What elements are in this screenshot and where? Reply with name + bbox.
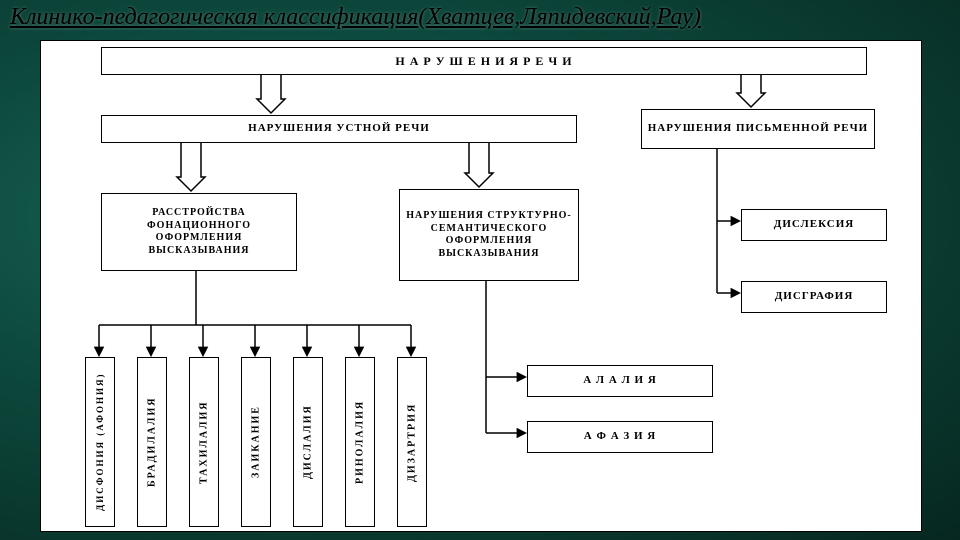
node-root: Н А Р У Ш Е Н И Я Р Е Ч И	[101, 47, 867, 75]
node-v2: БРАДИЛАЛИЯ	[137, 357, 167, 527]
node-v7: ДИЗАРТРИЯ	[397, 357, 427, 527]
node-struct: НАРУШЕНИЯ СТРУКТУРНО-СЕМАНТИЧЕСКОГО ОФОР…	[399, 189, 579, 281]
node-phon: РАССТРОЙСТВА ФОНАЦИОННОГО ОФОРМЛЕНИЯ ВЫС…	[101, 193, 297, 271]
node-v3: ТАХИЛАЛИЯ	[189, 357, 219, 527]
node-oral: НАРУШЕНИЯ УСТНОЙ РЕЧИ	[101, 115, 577, 143]
node-v1: ДИСФОНИЯ (АФОНИЯ)	[85, 357, 115, 527]
diagram-panel: Н А Р У Ш Е Н И Я Р Е Ч И НАРУШЕНИЯ УСТНО…	[40, 40, 922, 532]
node-dyslexia: ДИСЛЕКСИЯ	[741, 209, 887, 241]
node-v4: ЗАИКАНИЕ	[241, 357, 271, 527]
node-v5: ДИСЛАЛИЯ	[293, 357, 323, 527]
node-v6: РИНОЛАЛИЯ	[345, 357, 375, 527]
node-aphasia: А Ф А З И Я	[527, 421, 713, 453]
node-written: НАРУШЕНИЯ ПИСЬМЕННОЙ РЕЧИ	[641, 109, 875, 149]
node-alalia: А Л А Л И Я	[527, 365, 713, 397]
slide-title: Клинико-педагогическая классификация(Хва…	[10, 4, 950, 31]
node-dysgraphia: ДИСГРАФИЯ	[741, 281, 887, 313]
